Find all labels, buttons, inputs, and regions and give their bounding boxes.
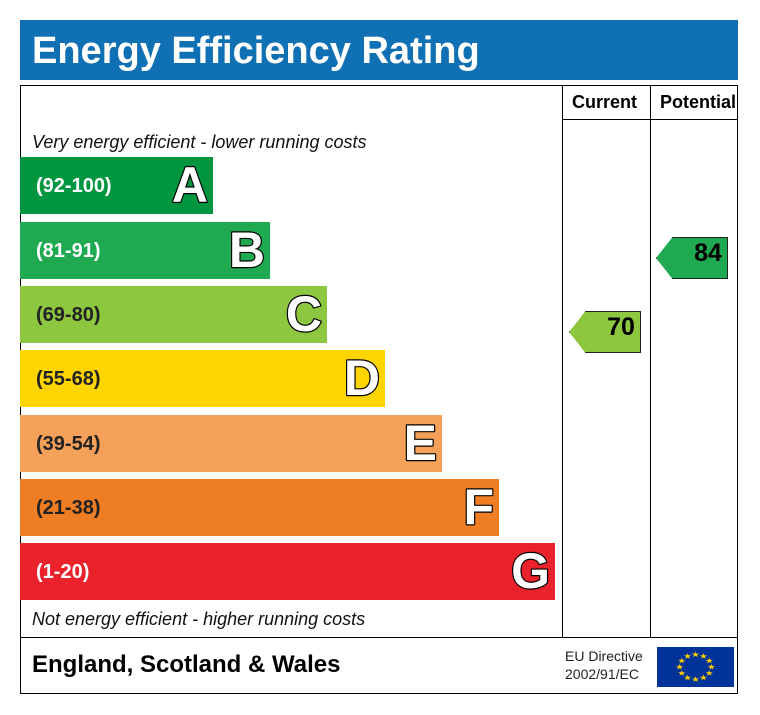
svg-text:D: D [344, 350, 380, 406]
svg-text:F: F [463, 479, 494, 535]
svg-text:E: E [404, 415, 437, 471]
svg-text:A: A [172, 157, 208, 213]
svg-text:B: B [229, 222, 265, 278]
svg-text:C: C [286, 286, 322, 342]
svg-text:G: G [511, 543, 550, 599]
